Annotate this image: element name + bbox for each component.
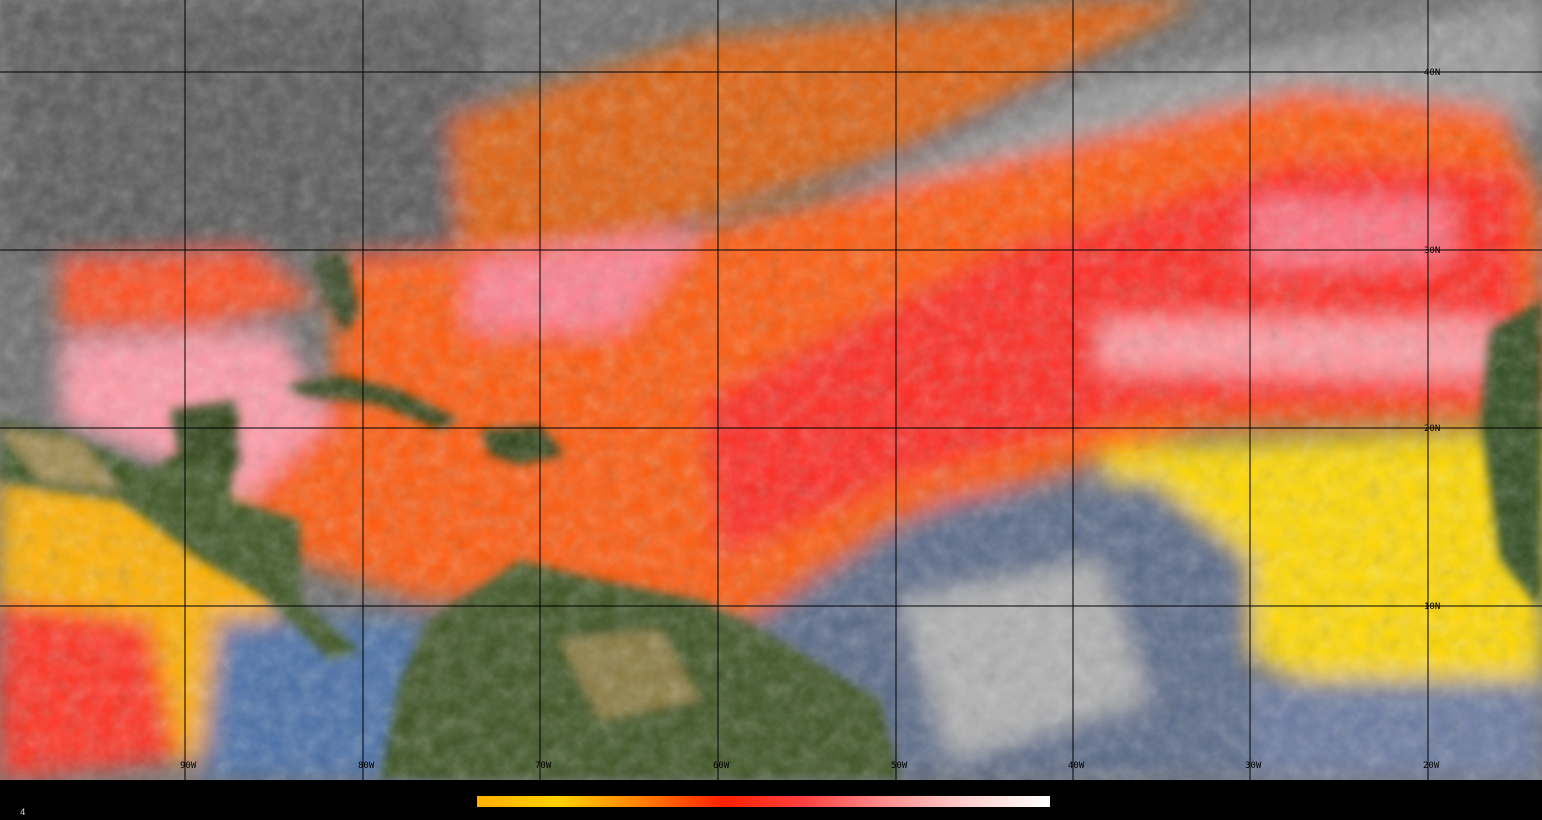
texture xyxy=(0,0,1542,780)
grid-labels: 90W 80W 70W 60W 50W 40W 30W 20W 40N 30N … xyxy=(180,68,1440,771)
frame-number: 4 xyxy=(20,808,26,818)
observation-date: 28 JANUARY 2026 xyxy=(838,808,921,818)
lon-label: 40W xyxy=(1068,761,1085,771)
lon-label: 80W xyxy=(358,761,375,771)
lon-label: 20W xyxy=(1423,761,1440,771)
lon-label: 30W xyxy=(1245,761,1262,771)
observation-time: 06:00 UTC xyxy=(773,808,823,818)
lat-lon-grid xyxy=(0,0,1542,780)
legend-title: LESS <----- DRY AIR (LOW/MID-LEVEL) AND/… xyxy=(547,782,994,793)
lon-label: 70W xyxy=(535,761,552,771)
lat-label: 40N xyxy=(1424,68,1440,78)
lat-label: 30N xyxy=(1424,246,1440,256)
footer-caption: GOES-EAST: SAHARAN AIR LAYER TRACKING PR… xyxy=(0,808,1542,818)
credit: UW-CIMSS/NOAA-HRD xyxy=(941,808,1034,818)
lon-label: 50W xyxy=(891,761,908,771)
color-scale-bar xyxy=(477,796,1050,807)
lon-label: 90W xyxy=(180,761,197,771)
satellite-map: 90W 80W 70W 60W 50W 40W 30W 20W 40N 30N … xyxy=(0,0,1542,780)
product-name: GOES-EAST: SAHARAN AIR LAYER TRACKING PR… xyxy=(508,808,752,818)
lat-label: 20N xyxy=(1424,424,1440,434)
lon-label: 60W xyxy=(713,761,730,771)
lat-label: 10N xyxy=(1424,602,1440,612)
